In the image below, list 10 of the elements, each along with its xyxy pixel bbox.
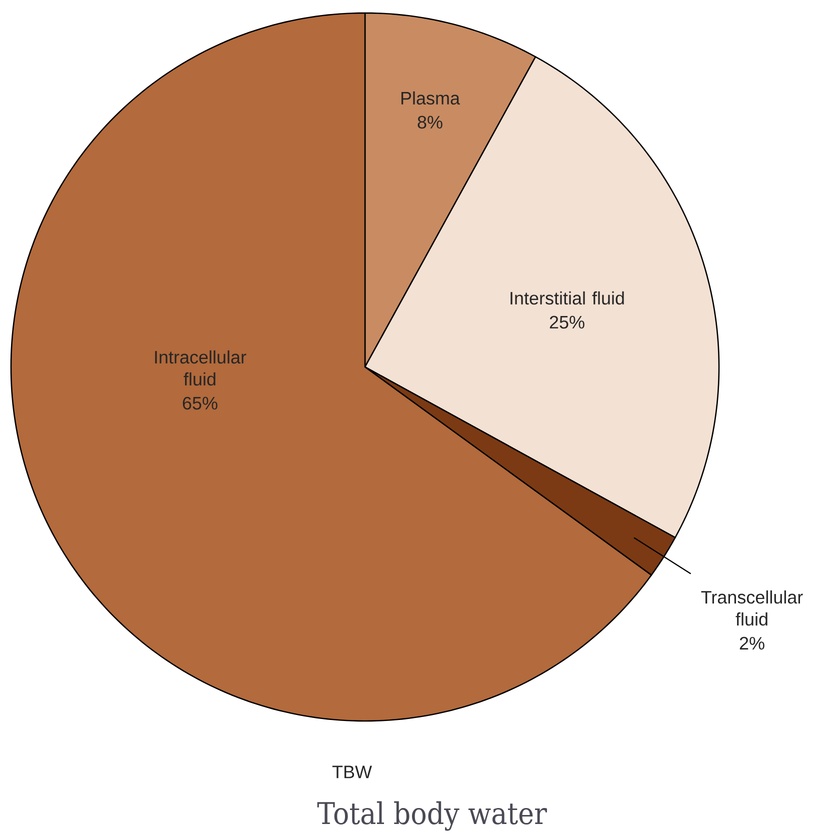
slice-label: Plasma <box>401 91 460 105</box>
data-label: 25% <box>550 316 584 329</box>
slice-label: Intracellular fluid <box>155 350 246 386</box>
text: TBW <box>332 766 372 778</box>
data-label: 8% <box>418 116 442 129</box>
slice-label: Interstitial fluid <box>510 291 624 305</box>
data-label: 2% <box>740 636 764 650</box>
data-label: 65% <box>182 396 218 410</box>
slice-label: Transcellular fluid <box>701 590 803 626</box>
text: Total body water <box>317 801 547 831</box>
